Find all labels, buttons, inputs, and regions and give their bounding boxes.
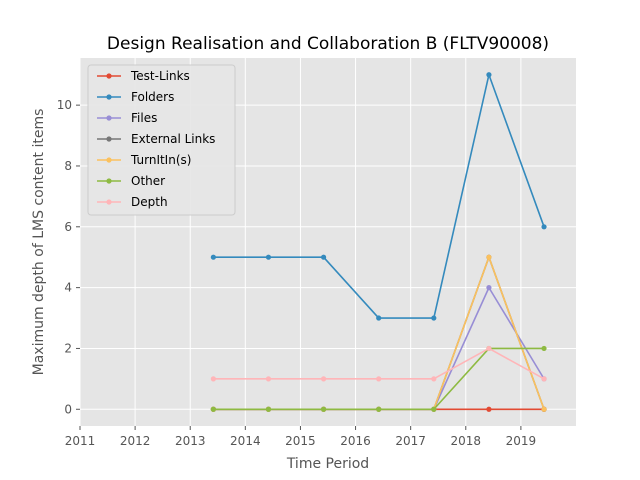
legend-item: Test-Links [97, 69, 190, 83]
data-point [486, 285, 492, 291]
x-tick-label: 2013 [175, 434, 206, 448]
series-folders [210, 72, 547, 321]
x-tick-label: 2019 [506, 434, 537, 448]
x-tick-label: 2018 [451, 434, 482, 448]
chart-title: Design Realisation and Collaboration B (… [107, 34, 549, 54]
data-point [486, 72, 492, 78]
data-point [210, 254, 216, 260]
legend-item: TurnItIn(s) [97, 153, 191, 167]
legend-box [87, 64, 236, 216]
legend-marker [106, 157, 112, 163]
x-tick-label: 2017 [395, 434, 426, 448]
y-tick-label: 2 [64, 341, 72, 355]
data-point [541, 376, 547, 382]
x-axis-ticks: 2011 2012 2013 2014 2015 2016 2017 2018 2019 [65, 426, 536, 448]
data-point [431, 376, 437, 382]
legend: Test-Links Folders Files External Links Turn… [87, 64, 236, 216]
data-point [376, 376, 382, 382]
legend-label: Folders [131, 90, 174, 104]
data-point [541, 224, 547, 230]
x-axis-label: Time Period [286, 456, 369, 472]
series-layer [210, 72, 547, 412]
legend-marker [106, 115, 112, 121]
data-point [376, 315, 382, 321]
legend-label: Depth [131, 195, 168, 209]
data-point [320, 376, 327, 382]
y-tick-label: 8 [64, 159, 72, 173]
data-point [265, 376, 272, 382]
data-point [320, 406, 327, 412]
data-point [210, 376, 216, 382]
x-tick-label: 2015 [285, 434, 316, 448]
legend-item: Depth [97, 195, 168, 209]
legend-item: Other [97, 174, 165, 188]
legend-label: Test-Links [130, 69, 190, 83]
x-tick-label: 2016 [340, 434, 371, 448]
y-tick-label: 0 [64, 402, 72, 416]
data-point [486, 345, 492, 352]
data-point [376, 406, 382, 412]
y-tick-label: 6 [64, 220, 72, 234]
y-axis-ticks: 0 2 4 6 8 10 [57, 98, 80, 416]
legend-item: External Links [97, 132, 215, 146]
y-axis-label: Maximum depth of LMS content items [31, 109, 47, 376]
y-tick-label: 4 [64, 281, 72, 295]
y-tick-label: 10 [57, 98, 72, 112]
data-point [541, 406, 547, 412]
data-point [210, 406, 216, 412]
data-point [486, 254, 492, 260]
legend-marker [106, 73, 112, 79]
legend-marker [106, 136, 112, 142]
legend-item: Files [97, 111, 157, 125]
data-point [320, 254, 327, 260]
legend-marker [106, 199, 112, 205]
data-point [431, 315, 437, 321]
legend-label: External Links [131, 132, 215, 146]
data-point [431, 406, 437, 412]
data-point [265, 406, 272, 412]
legend-marker [106, 94, 112, 100]
x-tick-label: 2012 [120, 434, 151, 448]
legend-marker [106, 178, 112, 184]
legend-label: Files [131, 111, 157, 125]
x-tick-label: 2014 [230, 434, 261, 448]
legend-label: TurnItIn(s) [130, 153, 191, 167]
legend-item: Folders [97, 90, 174, 104]
legend-label: Other [131, 174, 165, 188]
data-point [486, 406, 492, 412]
data-point [541, 345, 547, 352]
data-point [265, 254, 272, 260]
x-tick-label: 2011 [65, 434, 96, 448]
series-depth [210, 345, 547, 382]
